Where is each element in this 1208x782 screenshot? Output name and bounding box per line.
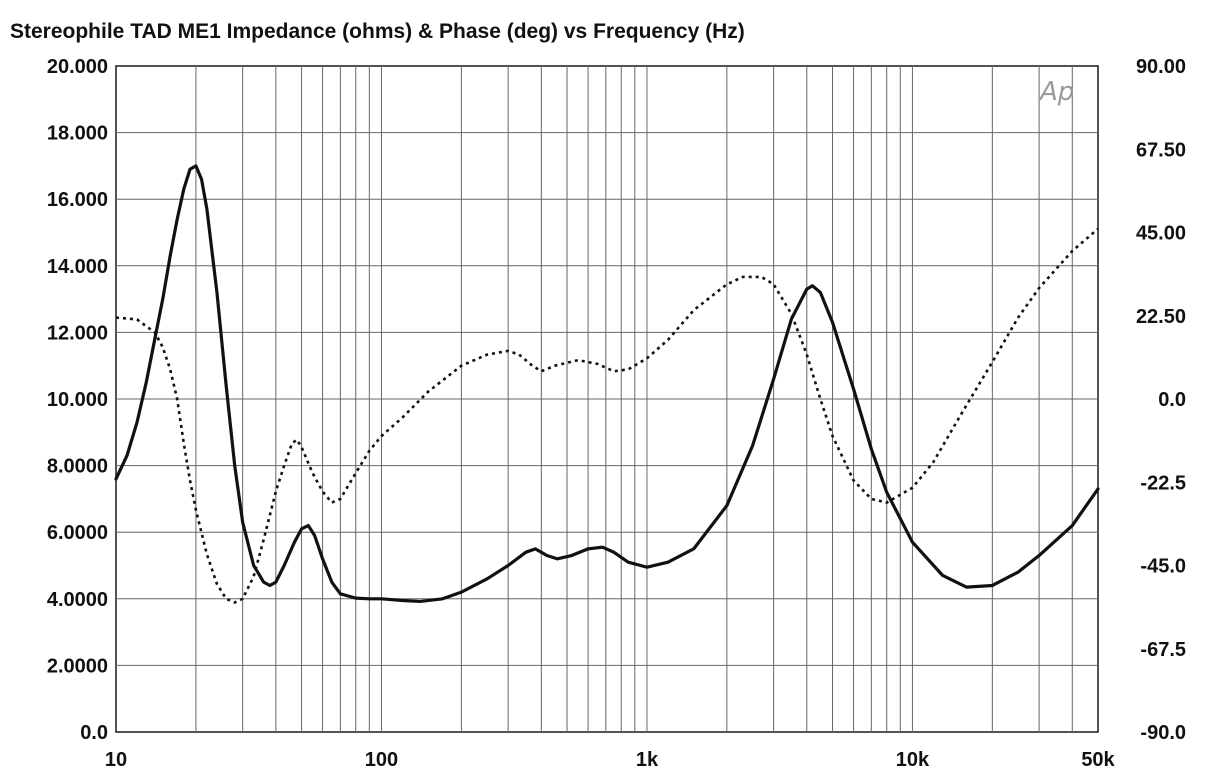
right-tick-label: 0.0 <box>1158 389 1186 411</box>
right-tick-label: 22.50 <box>1136 306 1186 328</box>
right-tick-label: 67.50 <box>1136 139 1186 161</box>
right-tick-label: 45.00 <box>1136 223 1186 245</box>
right-tick-label: -22.5 <box>1140 472 1186 494</box>
impedance-series-line <box>114 164 1100 604</box>
left-tick-label: 6.0000 <box>47 522 108 544</box>
phase-series-line <box>115 227 1099 604</box>
left-tick-label: 2.0000 <box>47 655 108 677</box>
left-tick-label: 10.000 <box>47 389 108 411</box>
right-tick-label: -90.0 <box>1140 722 1186 744</box>
x-axis-tick-labels: 10 100 1k 10k 50k <box>105 749 1116 771</box>
left-tick-label: 12.000 <box>47 322 108 344</box>
x-tick-label: 10 <box>105 749 127 771</box>
left-tick-label: 8.0000 <box>47 456 108 478</box>
right-axis-tick-labels: -90.0 -67.5 -45.0 -22.5 0.0 22.50 45.00 67.50 90… <box>1136 56 1186 744</box>
x-tick-label: 1k <box>636 749 659 771</box>
left-axis-tick-labels: 0.0 2.0000 4.0000 6.0000 8.0000 10.000 12.000 1… <box>47 56 108 744</box>
right-tick-label: 90.00 <box>1136 56 1186 78</box>
right-tick-label: -67.5 <box>1140 639 1186 661</box>
x-tick-label: 10k <box>896 749 930 771</box>
right-tick-label: -45.0 <box>1140 556 1186 578</box>
left-tick-label: 18.000 <box>47 123 108 145</box>
left-tick-label: 20.000 <box>47 56 108 78</box>
x-tick-label: 50k <box>1081 749 1115 771</box>
left-tick-label: 0.0 <box>80 722 108 744</box>
left-tick-label: 16.000 <box>47 189 108 211</box>
left-tick-label: 4.0000 <box>47 589 108 611</box>
chart-title: Stereophile TAD ME1 Impedance (ohms) & P… <box>10 20 745 43</box>
series-lines <box>114 164 1100 604</box>
left-tick-label: 14.000 <box>47 256 108 278</box>
audio-precision-logo: Ap <box>1038 77 1074 107</box>
y-gridlines <box>116 132 1098 666</box>
x-tick-label: 100 <box>365 749 398 771</box>
